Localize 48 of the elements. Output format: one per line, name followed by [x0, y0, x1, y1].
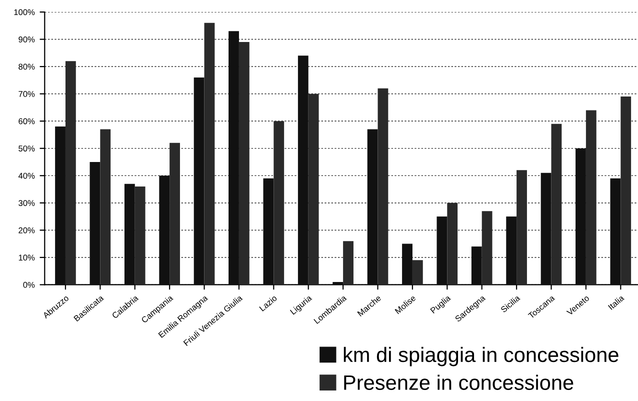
bar [298, 56, 308, 285]
bar [610, 178, 621, 285]
bar [170, 142, 180, 285]
y-tick-label: 50% [18, 146, 35, 152]
y-tick-label: 20% [18, 227, 35, 234]
bar [124, 184, 135, 285]
bar [332, 282, 344, 285]
bar [228, 31, 239, 285]
bar [159, 176, 170, 285]
bar [551, 124, 562, 285]
y-tick-label: 40% [18, 172, 35, 179]
bar [540, 172, 552, 285]
y-tick-label: 30% [18, 200, 35, 206]
bar [516, 170, 527, 285]
y-tick-label: 60% [18, 118, 35, 124]
y-tick-label: 90% [18, 36, 35, 42]
bar [586, 110, 596, 285]
bar [506, 216, 517, 285]
y-tick-label: 100% [14, 9, 35, 16]
bar [620, 96, 632, 285]
bar [308, 94, 319, 285]
y-tick-label: 10% [18, 254, 35, 261]
bar [436, 216, 448, 285]
bar [263, 178, 274, 285]
bar [134, 186, 146, 285]
legend-label: km di spiaggia in concessione [344, 346, 618, 366]
bar [65, 61, 76, 285]
x-tick-label: Italia [608, 294, 625, 310]
bar [274, 121, 284, 285]
bar [343, 241, 354, 285]
bar [412, 260, 423, 285]
bar [367, 129, 378, 285]
bar [447, 202, 458, 285]
bar [55, 126, 66, 285]
bar [204, 22, 215, 285]
bar [576, 148, 586, 285]
bar [482, 211, 492, 285]
bar [100, 129, 111, 285]
bar [402, 244, 412, 285]
y-tick-label: 70% [18, 91, 35, 97]
bar [378, 88, 388, 285]
y-tick-label: 80% [18, 64, 35, 70]
bar [238, 42, 250, 285]
bar [471, 246, 482, 285]
y-tick-label: 0% [23, 282, 35, 288]
legend-label: Presenze in concessione [344, 374, 574, 390]
bar [90, 162, 100, 285]
bar [194, 77, 204, 285]
